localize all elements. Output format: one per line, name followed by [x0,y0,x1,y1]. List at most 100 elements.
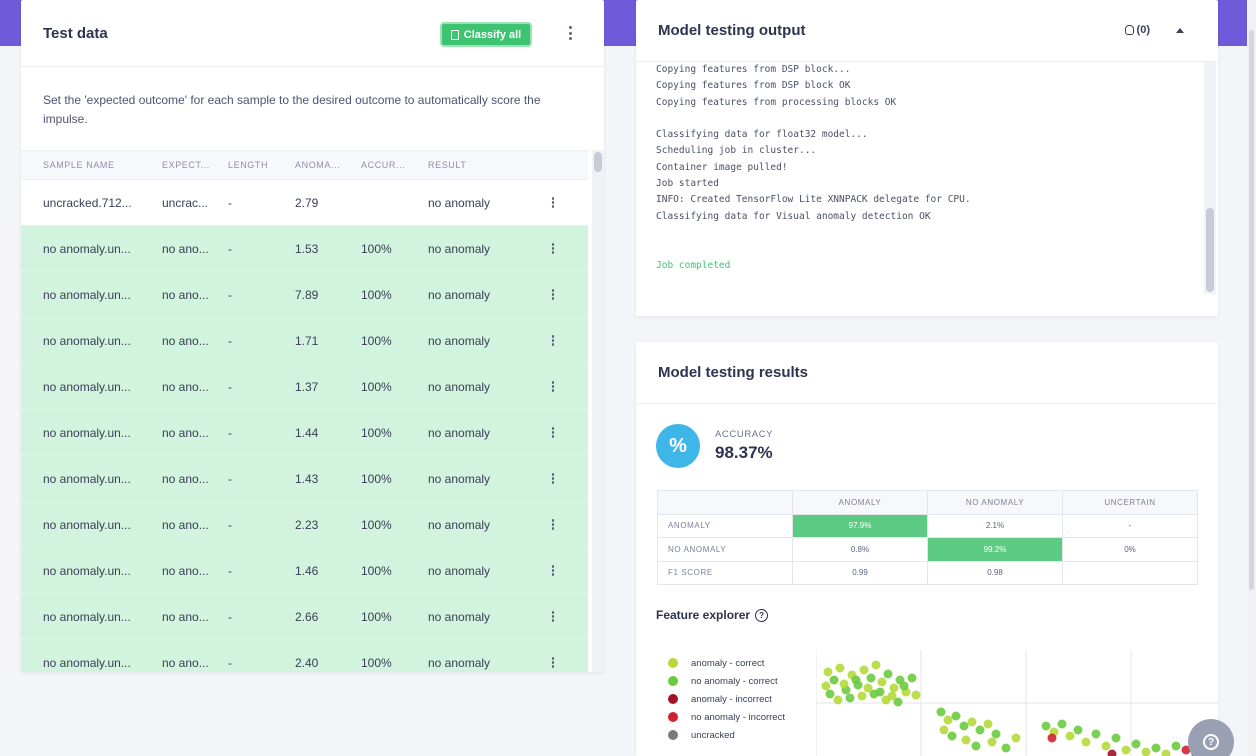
table-row[interactable]: no anomaly.un... no ano... - 1.46 100% no ano… [21,548,588,594]
length-cell: - [228,379,232,394]
log-scrollbar[interactable] [1204,62,1216,294]
expected-cell: no ano... [162,655,209,670]
collapse-icon[interactable] [1176,27,1184,33]
length-cell: - [228,517,232,532]
accuracy-cell: 100% [361,563,392,578]
legend-label: no anomaly - incorrect [691,711,785,723]
table-row[interactable]: no anomaly.un... no ano... - 2.40 100% no ano… [21,640,588,672]
log-line [656,241,1196,257]
result-cell: no anomaly [428,195,491,210]
table-row[interactable]: no anomaly.un... no ano... - 1.44 100% no ano… [21,410,588,456]
anomaly-cell: 1.43 [295,471,319,486]
matrix-cell: 0.98 [927,560,1063,585]
scatter-point [987,737,997,747]
table-row[interactable]: no anomaly.un... no ano... - 2.66 100% no ano… [21,594,588,640]
row-menu-icon[interactable] [538,565,568,576]
scatter-point [1047,733,1057,743]
table-row[interactable]: no anomaly.un... no ano... - 1.43 100% no ano… [21,456,588,502]
length-cell: - [228,563,232,578]
legend-item[interactable]: no anomaly - correct [668,672,785,690]
log-line: Copying features from DSP block OK [656,80,851,92]
feature-scatter-plot[interactable] [816,650,1218,756]
table-row[interactable]: uncracked.712... uncrac... - 2.79 no anomaly [21,180,588,226]
accuracy-cell: 100% [361,609,392,624]
legend-item[interactable]: no anomaly - incorrect [668,708,785,726]
row-menu-icon[interactable] [538,335,568,346]
expected-cell: no ano... [162,333,209,348]
col-sample-name[interactable]: SAMPLE NAME [43,160,115,170]
legend-item[interactable]: uncracked [668,726,785,744]
row-menu-icon[interactable] [538,611,568,622]
col-expected[interactable]: EXPECT... [162,160,210,170]
help-button[interactable]: ? [1188,719,1234,756]
bug-button[interactable]: (0) [1124,24,1150,36]
sample-name-cell: no anomaly.un... [43,471,131,486]
scatter-point [889,683,899,693]
row-menu-icon[interactable] [538,657,568,668]
scatter-point [943,715,953,725]
sample-name-cell: no anomaly.un... [43,333,131,348]
sample-name-cell: no anomaly.un... [43,655,131,670]
legend-label: uncracked [691,729,735,741]
scatter-point [871,660,881,670]
row-menu-icon[interactable] [538,243,568,254]
expected-cell: no ano... [162,241,209,256]
table-row[interactable]: no anomaly.un... no ano... - 1.37 100% no ano… [21,364,588,410]
row-menu-icon[interactable] [538,427,568,438]
legend-item[interactable]: anomaly - incorrect [668,690,785,708]
sample-name-cell: no anomaly.un... [43,379,131,394]
accuracy-value: 98.37% [715,443,773,462]
anomaly-cell: 2.40 [295,655,319,670]
row-menu-icon[interactable] [538,197,568,208]
table-row[interactable]: no anomaly.un... no ano... - 1.71 100% no ano… [21,318,588,364]
bug-icon [1124,25,1134,35]
scatter-point [887,691,897,701]
scatter-point [1065,731,1075,741]
scatter-point [1151,743,1161,753]
scatter-point [1121,745,1131,755]
row-menu-icon[interactable] [538,519,568,530]
col-result[interactable]: RESULT [428,160,467,170]
classify-all-label: Classify all [463,28,522,41]
expected-cell: no ano... [162,517,209,532]
page-scrollbar[interactable] [1247,0,1256,756]
table-row[interactable]: no anomaly.un... no ano... - 2.23 100% no ano… [21,502,588,548]
confusion-matrix: ANOMALY NO ANOMALY UNCERTAIN ANOMALY 97.… [657,490,1198,585]
table-scrollbar[interactable] [592,150,604,672]
scatter-point [835,663,845,673]
row-menu-icon[interactable] [538,473,568,484]
matrix-cell: 97.9% [792,513,928,538]
scatter-point [939,725,949,735]
log-line: Classifying data for float32 model... [656,129,868,141]
matrix-col-anomaly: ANOMALY [792,490,928,515]
scatter-point [983,719,993,729]
row-menu-icon[interactable] [538,289,568,300]
scatter-point [899,681,909,691]
matrix-cell: 0.99 [792,560,928,585]
scatter-point [883,669,893,679]
classify-icon [450,29,459,40]
anomaly-cell: 2.23 [295,517,319,532]
test-data-table: SAMPLE NAME EXPECT... LENGTH ANOMA... AC… [21,150,588,672]
log-line: Copying features from DSP block... [656,64,851,75]
log-line: Job started [656,178,719,190]
col-length[interactable]: LENGTH [228,160,269,170]
table-row[interactable]: no anomaly.un... no ano... - 7.89 100% no ano… [21,272,588,318]
row-menu-icon[interactable] [538,381,568,392]
more-options-icon[interactable] [568,26,572,40]
legend-dot-icon [668,676,678,686]
legend-item[interactable]: anomaly - correct [668,654,785,672]
scatter-point [1111,733,1121,743]
output-title: Model testing output [658,22,806,39]
help-circle-icon[interactable]: ? [755,608,769,622]
length-cell: - [228,333,232,348]
length-cell: - [228,241,232,256]
matrix-cell [1062,560,1198,585]
col-anomaly[interactable]: ANOMA... [295,160,341,170]
question-icon: ? [1203,734,1219,750]
col-accuracy[interactable]: ACCUR... [361,160,406,170]
legend-dot-icon [668,712,678,722]
result-cell: no anomaly [428,379,491,394]
classify-all-button[interactable]: Classify all [440,22,532,47]
table-row[interactable]: no anomaly.un... no ano... - 1.53 100% no ano… [21,226,588,272]
